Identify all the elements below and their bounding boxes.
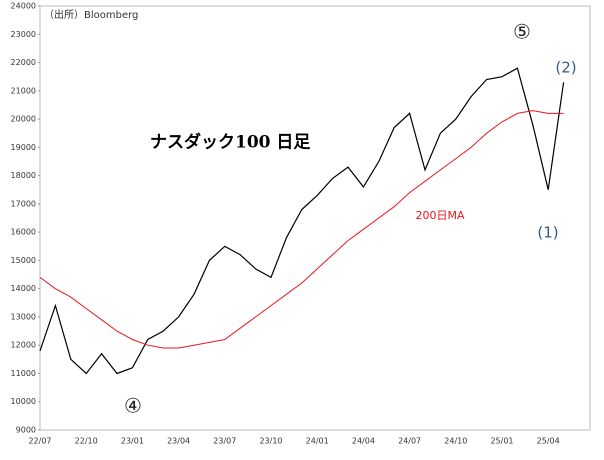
annotation: 200日MA bbox=[415, 209, 464, 222]
annotation: ⑤ bbox=[513, 20, 531, 44]
x-tick-label: 24/01 bbox=[306, 437, 329, 446]
annotation: (2) bbox=[555, 59, 576, 77]
x-tick-label: 24/10 bbox=[444, 437, 467, 446]
y-tick-label: 9000 bbox=[16, 426, 36, 435]
y-tick-label: 24000 bbox=[11, 2, 36, 11]
y-tick-label: 19000 bbox=[11, 143, 36, 152]
annotation: ④ bbox=[124, 394, 142, 418]
x-tick-label: 23/10 bbox=[259, 437, 282, 446]
y-tick-label: 22000 bbox=[11, 58, 36, 67]
x-tick-label: 25/01 bbox=[490, 437, 513, 446]
x-tick-label: 22/10 bbox=[75, 437, 98, 446]
y-tick-label: 16000 bbox=[11, 228, 36, 237]
y-tick-label: 21000 bbox=[11, 86, 36, 95]
annotation: (1) bbox=[537, 224, 558, 242]
y-tick-label: 17000 bbox=[11, 199, 36, 208]
y-tick-label: 13000 bbox=[11, 312, 36, 321]
x-tick-label: 25/04 bbox=[537, 437, 560, 446]
y-tick-label: 10000 bbox=[11, 397, 36, 406]
x-tick-label: 23/01 bbox=[121, 437, 144, 446]
series-line bbox=[39, 67, 565, 375]
y-tick-label: 18000 bbox=[11, 171, 36, 180]
source: （出所）Bloomberg bbox=[44, 8, 138, 21]
x-tick-label: 22/07 bbox=[28, 437, 51, 446]
x-tick-label: 23/07 bbox=[213, 437, 236, 446]
chart-title: ナスダック100 日足 bbox=[150, 132, 310, 153]
series-line bbox=[39, 110, 564, 349]
x-tick-label: 23/04 bbox=[167, 437, 190, 446]
y-tick-label: 20000 bbox=[11, 115, 36, 124]
y-tick-label: 14000 bbox=[11, 284, 36, 293]
y-tick-label: 23000 bbox=[11, 30, 36, 39]
y-tick-label: 11000 bbox=[11, 369, 36, 378]
y-tick-label: 12000 bbox=[11, 341, 36, 350]
x-tick-label: 24/04 bbox=[352, 437, 375, 446]
y-tick-label: 15000 bbox=[11, 256, 36, 265]
x-tick-label: 24/07 bbox=[398, 437, 421, 446]
plot-frame bbox=[39, 5, 591, 431]
